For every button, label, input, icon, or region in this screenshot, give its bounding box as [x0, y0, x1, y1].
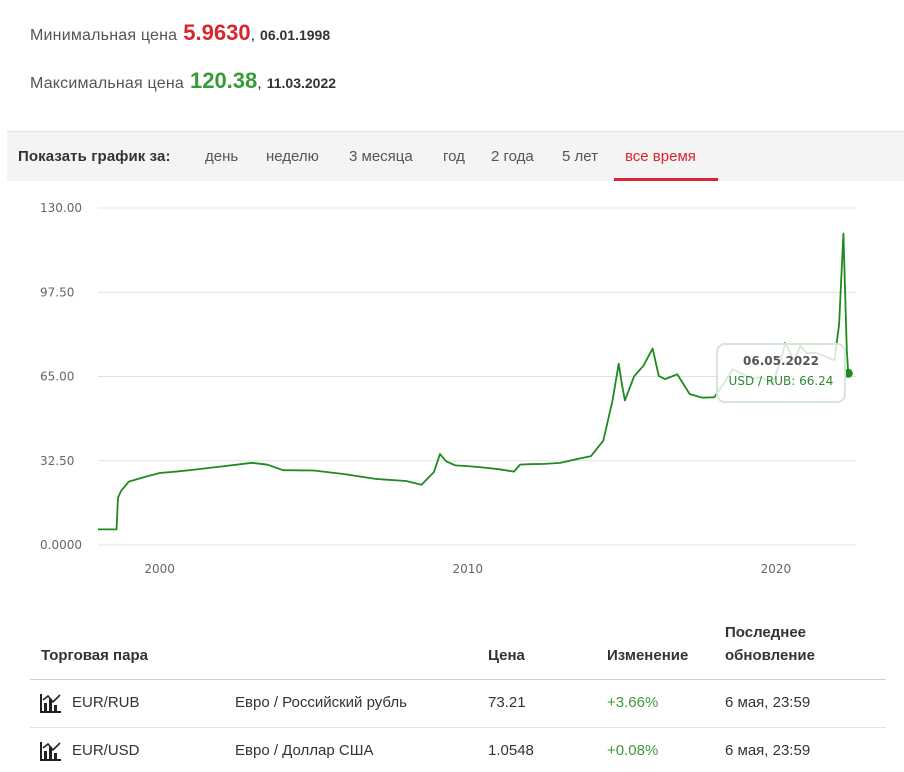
- max-price-date: 11.03.2022: [266, 75, 337, 91]
- range-2-years[interactable]: 2 года: [491, 148, 534, 165]
- range-year[interactable]: год: [443, 148, 465, 165]
- tooltip-value: USD / RUB: 66.24: [729, 374, 834, 388]
- tooltip-date: 06.05.2022: [743, 354, 819, 368]
- y-tick-label: 0.0000: [40, 538, 82, 552]
- active-range-underline: [614, 178, 718, 181]
- max-price-label: Максимальная цена: [30, 75, 184, 92]
- header-change: Изменение: [607, 647, 689, 664]
- pair-updated: 6 мая, 23:59: [725, 694, 811, 711]
- pair-change: +0.08%: [607, 742, 659, 759]
- header-price: Цена: [488, 647, 525, 664]
- header-pair: Торговая пара: [41, 647, 148, 664]
- min-price-row: Минимальная цена 5.9630 , 06.01.1998: [30, 20, 330, 46]
- x-tick-label: 2020: [761, 562, 792, 576]
- x-tick-label: 2010: [452, 562, 483, 576]
- header-divider: [30, 679, 886, 680]
- range-week[interactable]: неделю: [266, 148, 319, 165]
- min-price-date: 06.01.1998: [260, 27, 331, 43]
- chart-icon: [40, 694, 61, 713]
- range-5-years[interactable]: 5 лет: [562, 148, 598, 165]
- range-all-time[interactable]: все время: [625, 148, 696, 165]
- range-label: Показать график за:: [18, 148, 171, 165]
- pair-updated: 6 мая, 23:59: [725, 742, 811, 759]
- range-day[interactable]: день: [205, 148, 239, 165]
- y-tick-label: 130.00: [40, 201, 82, 215]
- header-updated-line2: обновление: [725, 647, 815, 664]
- price-chart[interactable]: 130.00 97.50 65.00 32.50 0.0000 2000 2010 2020 0…: [0, 190, 904, 590]
- max-price-row: Максимальная цена 120.38 , 11.03.2022: [30, 68, 336, 94]
- max-price-value: 120.38: [189, 68, 258, 93]
- pair-code[interactable]: EUR/USD: [72, 742, 140, 759]
- max-price-separator: ,: [257, 75, 262, 92]
- pair-name: Евро / Доллар США: [235, 742, 374, 759]
- pair-name: Евро / Российский рубль: [235, 694, 407, 711]
- y-tick-label: 65.00: [40, 370, 74, 384]
- min-price-label: Минимальная цена: [30, 27, 178, 44]
- range-3-months[interactable]: 3 месяца: [349, 148, 413, 165]
- x-tick-label: 2000: [144, 562, 175, 576]
- table-row[interactable]: EUR/RUB Евро / Российский рубль 73.21 +3…: [30, 680, 886, 728]
- chart-icon: [40, 742, 61, 761]
- last-point-marker: [843, 368, 853, 378]
- pair-code[interactable]: EUR/RUB: [72, 694, 140, 711]
- min-price-separator: ,: [250, 27, 256, 44]
- table-row[interactable]: EUR/USD Евро / Доллар США 1.0548 +0.08% …: [30, 728, 886, 772]
- header-updated-line1: Последнее: [725, 624, 807, 641]
- min-price-value: 5.9630: [183, 20, 251, 45]
- chart-range-selector: Показать график за: день неделю 3 месяца…: [7, 131, 904, 181]
- pair-price: 1.0548: [488, 742, 534, 759]
- pair-price: 73.21: [488, 694, 526, 711]
- tooltip-box: [716, 343, 846, 403]
- y-tick-label: 97.50: [40, 285, 74, 299]
- pair-change: +3.66%: [607, 694, 659, 711]
- y-tick-label: 32.50: [40, 454, 74, 468]
